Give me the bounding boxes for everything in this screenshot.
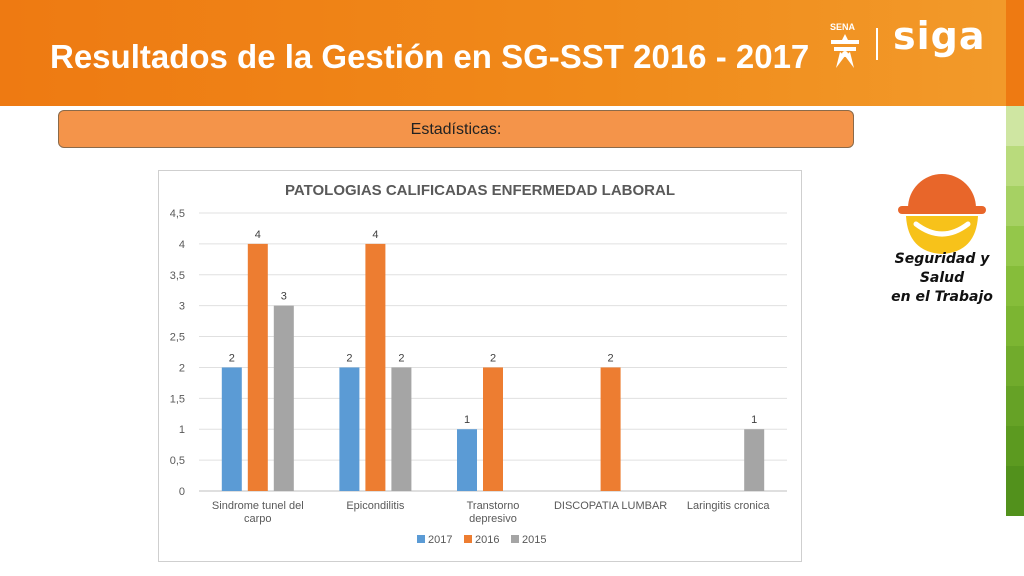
sena-logo: SENA [828, 22, 862, 72]
bar-2016 [247, 243, 268, 491]
x-tick-label: depresivo [469, 513, 517, 525]
data-label: 4 [372, 229, 378, 241]
legend-swatch-2017 [417, 535, 425, 543]
legend-swatch-2015 [511, 535, 519, 543]
sena-logo-text: SENA [830, 22, 856, 32]
side-stripes [1006, 0, 1024, 576]
bar-2017 [221, 367, 242, 491]
slide-title: Resultados de la Gestión en SG-SST 2016 … [50, 38, 810, 75]
y-tick-label: 3,5 [170, 270, 185, 282]
chart-title: PATOLOGIAS CALIFICADAS ENFERMEDAD LABORA… [285, 182, 675, 199]
y-tick-label: 4,5 [170, 208, 185, 220]
data-label: 2 [608, 352, 614, 364]
x-tick-label: Epicondilitis [346, 500, 405, 512]
x-tick-label: Transtorno [467, 500, 520, 512]
x-tick-label: DISCOPATIA LUMBAR [554, 500, 667, 512]
section-label: Estadísticas: [410, 121, 502, 138]
y-tick-label: 0 [179, 486, 185, 498]
sena-star-icon [831, 34, 859, 68]
bar-chart: PATOLOGIAS CALIFICADAS ENFERMEDAD LABORA… [170, 182, 787, 546]
bar-2015 [391, 367, 412, 491]
data-label: 4 [255, 229, 261, 241]
bar-2016 [600, 367, 621, 491]
bar-2016 [365, 243, 386, 491]
data-label: 1 [464, 414, 470, 426]
logo-divider [876, 28, 878, 60]
data-label: 2 [229, 352, 235, 364]
y-tick-label: 4 [179, 239, 185, 251]
bar-2015 [744, 429, 765, 491]
bar-2017 [457, 429, 477, 491]
siga-logo: siga [893, 14, 986, 58]
helmet-smile-icon [898, 174, 986, 254]
ssst-line-1: Seguridad y Salud [894, 251, 990, 286]
bar-2015 [273, 305, 294, 491]
y-tick-label: 1 [179, 424, 185, 436]
data-label: 3 [281, 291, 287, 303]
x-tick-label: Sindrome tunel del [212, 500, 304, 512]
bar-2017 [339, 367, 360, 491]
chart-container: PATOLOGIAS CALIFICADAS ENFERMEDAD LABORA… [158, 170, 802, 562]
y-tick-label: 2,5 [170, 332, 185, 344]
x-tick-label: carpo [244, 513, 272, 525]
legend-label: 2015 [522, 534, 546, 546]
data-label: 2 [398, 352, 404, 364]
bar-2016 [483, 367, 503, 491]
ssst-logo-text: Seguridad y Salud en el Trabajo [880, 250, 1004, 307]
slide-header: Resultados de la Gestión en SG-SST 2016 … [0, 0, 1006, 106]
data-label: 2 [346, 352, 352, 364]
section-bar: Estadísticas: [58, 110, 854, 148]
legend-label: 2016 [475, 534, 499, 546]
legend-label: 2017 [428, 534, 452, 546]
y-tick-label: 0,5 [170, 455, 185, 467]
y-tick-label: 2 [179, 362, 185, 374]
y-tick-label: 1,5 [170, 393, 185, 405]
y-tick-label: 3 [179, 301, 185, 313]
data-label: 2 [490, 352, 496, 364]
x-tick-label: Laringitis cronica [687, 500, 770, 512]
ssst-line-2: en el Trabajo [891, 289, 993, 305]
legend-swatch-2016 [464, 535, 472, 543]
data-label: 1 [751, 414, 757, 426]
